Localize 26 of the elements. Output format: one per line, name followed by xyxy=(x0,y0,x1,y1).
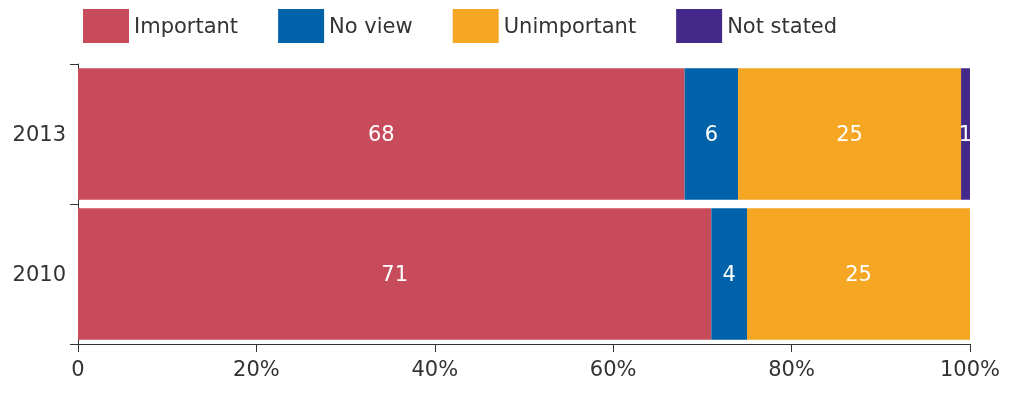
legend-label: Important xyxy=(134,14,239,38)
x-tick-label: 0 xyxy=(71,356,85,381)
bar xyxy=(78,68,685,200)
y-tick-label: 2010 xyxy=(12,262,66,286)
x-tick-label: 20% xyxy=(233,356,280,381)
data-label: 68 xyxy=(367,122,395,146)
bar xyxy=(738,68,962,200)
x-tick-label: 40% xyxy=(411,356,459,381)
data-label: 1 xyxy=(958,122,973,146)
data-label: 25 xyxy=(836,122,863,146)
data-label: 25 xyxy=(845,262,872,286)
bar xyxy=(711,208,747,340)
legend-label: Unimportant xyxy=(503,14,637,38)
bar xyxy=(78,208,712,340)
data-label: 71 xyxy=(381,262,409,286)
x-tick-label: 80% xyxy=(768,356,815,381)
legend-label: Not stated xyxy=(727,14,838,38)
bar xyxy=(747,208,970,340)
bar xyxy=(961,68,970,200)
legend-label: No view xyxy=(329,14,413,38)
y-tick-label: 2013 xyxy=(12,122,66,146)
x-tick-label: 100% xyxy=(939,356,1001,381)
x-tick-label: 60% xyxy=(589,356,637,381)
data-label: 6 xyxy=(704,122,719,146)
bar xyxy=(684,68,739,200)
data-label: 4 xyxy=(722,262,736,286)
